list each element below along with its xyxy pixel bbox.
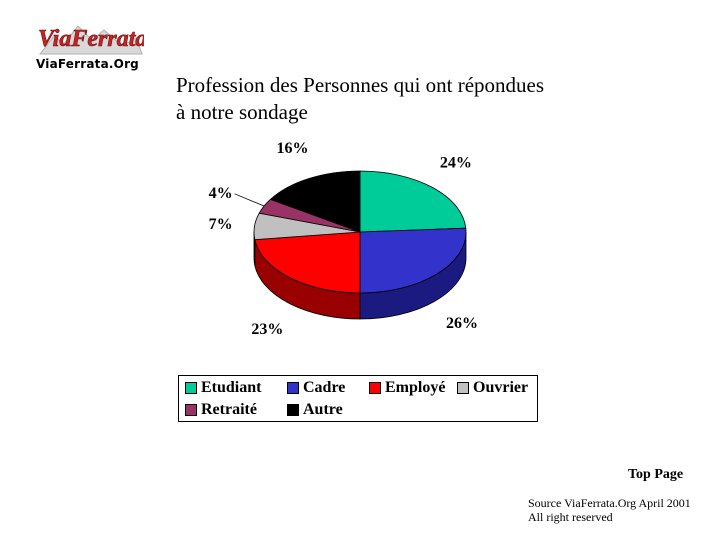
- legend-label-etudiant: Etudiant: [201, 379, 262, 396]
- chart-title-line2: à notre sondage: [176, 100, 308, 124]
- chart-title: Profession des Personnes qui ont répondu…: [176, 72, 636, 126]
- legend-label-employe: Employé: [385, 379, 446, 396]
- legend-swatch-cadre: [287, 382, 299, 394]
- pie-slice-cadre: [359, 227, 467, 294]
- legend-swatch-etudiant: [185, 382, 197, 394]
- copyright-line: All right reserved: [528, 510, 613, 524]
- legend-label-ouvrier: Ouvrier: [473, 379, 529, 396]
- legend-swatch-employe: [369, 382, 381, 394]
- legend: Etudiant Cadre Employé Ouvrier Retraité Autre: [178, 375, 538, 422]
- legend-label-cadre: Cadre: [303, 379, 346, 396]
- legend-item-etudiant: Etudiant: [185, 379, 261, 397]
- legend-item-retraite: Retraité: [185, 401, 257, 419]
- pie-top: [253, 170, 467, 294]
- pie-leaders: [234, 193, 265, 207]
- legend-label-autre: Autre: [303, 401, 343, 418]
- pct-label-cadre: 26%: [446, 315, 478, 332]
- site-name: ViaFerrata.Org: [36, 57, 139, 71]
- via-ferrata-logo[interactable]: ViaFerrata: [34, 14, 144, 72]
- leader-line-retraite: [234, 193, 265, 207]
- pct-label-autre: 16%: [277, 140, 309, 157]
- source-line: Source ViaFerrata.Org April 2001: [528, 496, 691, 510]
- pie-slice-employe: [254, 231, 361, 294]
- pie-slice-etudiant: [359, 170, 467, 233]
- pct-label-employe: 23%: [251, 321, 283, 338]
- legend-label-retraite: Retraité: [201, 401, 257, 418]
- logo-text: ViaFerrata: [38, 26, 144, 52]
- legend-item-employe: Employé: [369, 379, 445, 397]
- pct-label-etudiant: 24%: [440, 154, 472, 171]
- pct-label-retraite: 4%: [209, 185, 233, 202]
- pie-slice-autre: [269, 170, 361, 233]
- legend-item-autre: Autre: [287, 401, 343, 419]
- legend-item-ouvrier: Ouvrier: [457, 379, 528, 397]
- source-note: Source ViaFerrata.Org April 2001 All rig…: [528, 496, 691, 524]
- legend-item-cadre: Cadre: [287, 379, 345, 397]
- pct-label-ouvrier: 7%: [209, 216, 233, 233]
- top-page-link[interactable]: Top Page: [628, 467, 684, 482]
- legend-swatch-autre: [287, 404, 299, 416]
- legend-swatch-ouvrier: [457, 382, 469, 394]
- chart-title-line1: Profession des Personnes qui ont répondu…: [176, 73, 545, 97]
- pie-labels: 24% 26% 23% 7% 4% 16%: [209, 140, 478, 338]
- legend-swatch-retraite: [185, 404, 197, 416]
